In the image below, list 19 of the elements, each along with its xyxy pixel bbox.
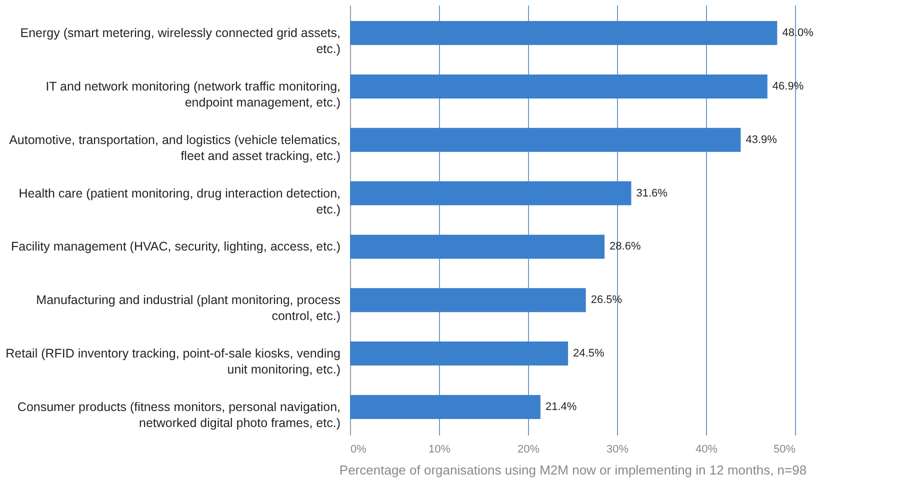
x-tick-label: 50% [773,444,796,456]
x-axis-title: Percentage of organisations using M2M now or implementing in 12 months, n=98 [339,462,807,478]
y-tick-label: Health care (patient monitoring, drug interaction detection, etc.) [18,186,340,216]
y-tick-label: Energy (smart metering, wirelessly connected grid assets, etc.) [20,26,340,56]
data-label: 43.9% [746,134,778,146]
x-tick-label: 20% [517,444,540,456]
y-tick-label: Facility management (HVAC, security, lighting, access, etc.) [10,240,340,254]
y-tick-label: Manufacturing and industrial (plant monitoring, process control, etc.) [36,293,340,324]
data-label: 24.5% [573,348,604,360]
x-tick-label: 0% [350,444,367,456]
data-label: 21.4% [545,400,577,413]
y-tick-label: IT and network monitoring (network traffic monitoring, endpoint management, etc.) [46,79,340,110]
x-tick-label: 10% [428,444,451,456]
data-label: 31.6% [636,187,668,200]
y-tick-label: Automotive, transportation, and logistics (vehicle telematics, fleet and asset tracking, etc.) [9,132,340,163]
x-tick-label: 40% [695,444,718,456]
y-tick-label: Retail (RFID inventory tracking, point-of-sale kiosks, vending unit monitoring, etc.) [6,346,341,377]
x-tick-label: 30% [606,444,629,456]
y-tick-label: Consumer products (fitness monitors, personal navigation, networked digital photo frames, etc.) [17,400,340,430]
